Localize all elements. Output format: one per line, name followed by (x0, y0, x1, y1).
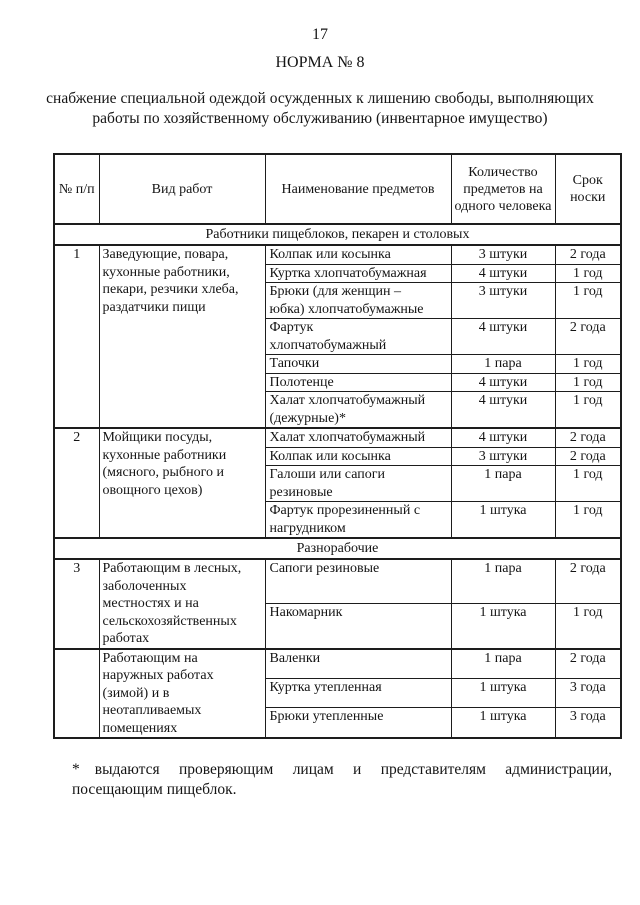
item-quantity-cell: 1 штука (450, 707, 556, 739)
item-wear-term-cell: 2 года (554, 244, 622, 265)
table-row: 1 Заведующие, повара, кухонные работники,… (53, 244, 622, 429)
work-type-cell: Заведующие, повара, кухонные работники, … (98, 244, 266, 429)
section-title: Разнорабочие (53, 537, 622, 560)
col-header-num: № п/п (53, 153, 100, 225)
footnote-text: выдаются проверяющим лицам и представите… (72, 761, 612, 798)
norm-table: № п/п Вид работ Наименование предметов К… (53, 153, 622, 739)
item-wear-term-cell: 1 год (554, 391, 622, 429)
table-row: Накомарник 1 штука 1 год (54, 603, 622, 649)
work-type-cell: Работающим в лесных, заболоченных местно… (98, 558, 266, 649)
work-type-cell: Мойщики посуды, кухонные работники (мясн… (98, 427, 266, 539)
row-number: 2 (53, 427, 100, 539)
item-quantity-cell: 4 штуки (450, 391, 556, 429)
table-row: Фартук хлопчатобумажный 4 штуки 2 года (54, 318, 622, 355)
item-name-cell: Фартук хлопчатобумажный (264, 318, 452, 355)
table-row: Брюки утепленные 1 штука 3 года (54, 707, 622, 739)
item-name-cell: Колпак или косынка (264, 446, 452, 466)
item-name-cell: Тапочки (264, 354, 452, 374)
item-wear-term-cell: 2 года (554, 318, 622, 355)
doc-subtitle: снабжение специальной одеждой осужденных… (46, 90, 594, 127)
item-wear-term-cell: 1 год (554, 372, 622, 392)
item-name-cell: Куртка утепленная (264, 678, 452, 709)
item-wear-term-cell: 1 год (554, 603, 622, 649)
table-row: 2 Мойщики посуды, кухонные работники (мяс… (53, 427, 622, 539)
item-name-cell: Колпак или косынка (264, 244, 452, 265)
item-quantity-cell: 1 штука (450, 678, 556, 709)
item-quantity-cell: 1 пара (450, 647, 556, 680)
table-row: Полотенце 4 штуки 1 год (54, 372, 622, 392)
item-name-cell: Куртка хлопчатобумажная (264, 263, 452, 283)
item-quantity-cell: 3 штуки (450, 446, 556, 466)
item-quantity-cell: 1 пара (450, 558, 556, 605)
item-wear-term-cell: 1 год (554, 282, 622, 319)
item-wear-term-cell: 1 год (554, 263, 622, 283)
item-quantity-cell: 4 штуки (450, 318, 556, 355)
item-quantity-cell: 4 штуки (450, 427, 556, 448)
row-number (53, 647, 100, 739)
item-wear-term-cell: 1 год (554, 354, 622, 374)
section-row: Работники пищеблоков, пекарен и столовых (53, 223, 622, 246)
col-header-quantity: Количество предметов на одного человека (450, 153, 556, 225)
table-row: Куртка утепленная 1 штука 3 года (54, 678, 622, 709)
col-header-work-type: Вид работ (98, 153, 266, 225)
work-type-cell: Работающим на наружных работах (зимой) и… (98, 647, 266, 739)
item-quantity-cell: 4 штуки (450, 263, 556, 283)
table-body: Работники пищеблоков, пекарен и столовых… (53, 223, 622, 739)
item-name-cell: Сапоги резиновые (264, 558, 452, 605)
item-quantity-cell: 3 штуки (450, 282, 556, 319)
item-wear-term-cell: 3 года (554, 678, 622, 709)
item-quantity-cell: 1 пара (450, 354, 556, 374)
footnote: * выдаются проверяющим лицам и представит… (72, 760, 612, 799)
table-header-row: № п/п Вид работ Наименование предметов К… (53, 153, 622, 225)
item-name-cell: Фартук прорезиненный с нагрудником (264, 501, 452, 539)
doc-title: НОРМА № 8 (275, 54, 365, 71)
item-wear-term-cell: 2 года (554, 558, 622, 605)
col-header-item-name: Наименование предметов (264, 153, 452, 225)
item-quantity-cell: 1 штука (450, 603, 556, 649)
item-wear-term-cell: 3 года (554, 707, 622, 739)
table-row: Халат хлопчатобумажный (дежурные)* 4 штук… (54, 391, 622, 429)
item-wear-term-cell: 2 года (554, 647, 622, 680)
table-row: 3 Работающим в лесных, заболоченных местн… (53, 558, 622, 649)
col-header-wear-term: Срок носки (554, 153, 622, 225)
item-quantity-cell: 4 штуки (450, 372, 556, 392)
table-row: Фартук прорезиненный с нагрудником 1 штук… (54, 501, 622, 539)
item-wear-term-cell: 1 год (554, 501, 622, 539)
item-name-cell: Полотенце (264, 372, 452, 392)
row-number: 1 (53, 244, 100, 429)
item-name-cell: Брюки (для женщин – юбка) хлопчатобумажн… (264, 282, 452, 319)
item-quantity-cell: 1 пара (450, 465, 556, 502)
item-name-cell: Галоши или сапоги резиновые (264, 465, 452, 502)
item-name-cell: Накомарник (264, 603, 452, 649)
section-title: Работники пищеблоков, пекарен и столовых (53, 223, 622, 246)
table-row: Брюки (для женщин – юбка) хлопчатобумажн… (54, 282, 622, 319)
footnote-marker: * (72, 761, 80, 778)
item-quantity-cell: 3 штуки (450, 244, 556, 265)
item-name-cell: Халат хлопчатобумажный (дежурные)* (264, 391, 452, 429)
table-row: Куртка хлопчатобумажная 4 штуки 1 год (54, 263, 622, 283)
item-quantity-cell: 1 штука (450, 501, 556, 539)
item-wear-term-cell: 1 год (554, 465, 622, 502)
item-name-cell: Брюки утепленные (264, 707, 452, 739)
table-row: Галоши или сапоги резиновые 1 пара 1 год (54, 465, 622, 502)
item-wear-term-cell: 2 года (554, 446, 622, 466)
section-row: Разнорабочие (53, 537, 622, 560)
item-name-cell: Валенки (264, 647, 452, 680)
row-number: 3 (53, 558, 100, 649)
item-name-cell: Халат хлопчатобумажный (264, 427, 452, 448)
table-row: Работающим на наружных работах (зимой) и… (53, 647, 622, 739)
item-wear-term-cell: 2 года (554, 427, 622, 448)
page-number: 17 (312, 26, 328, 43)
